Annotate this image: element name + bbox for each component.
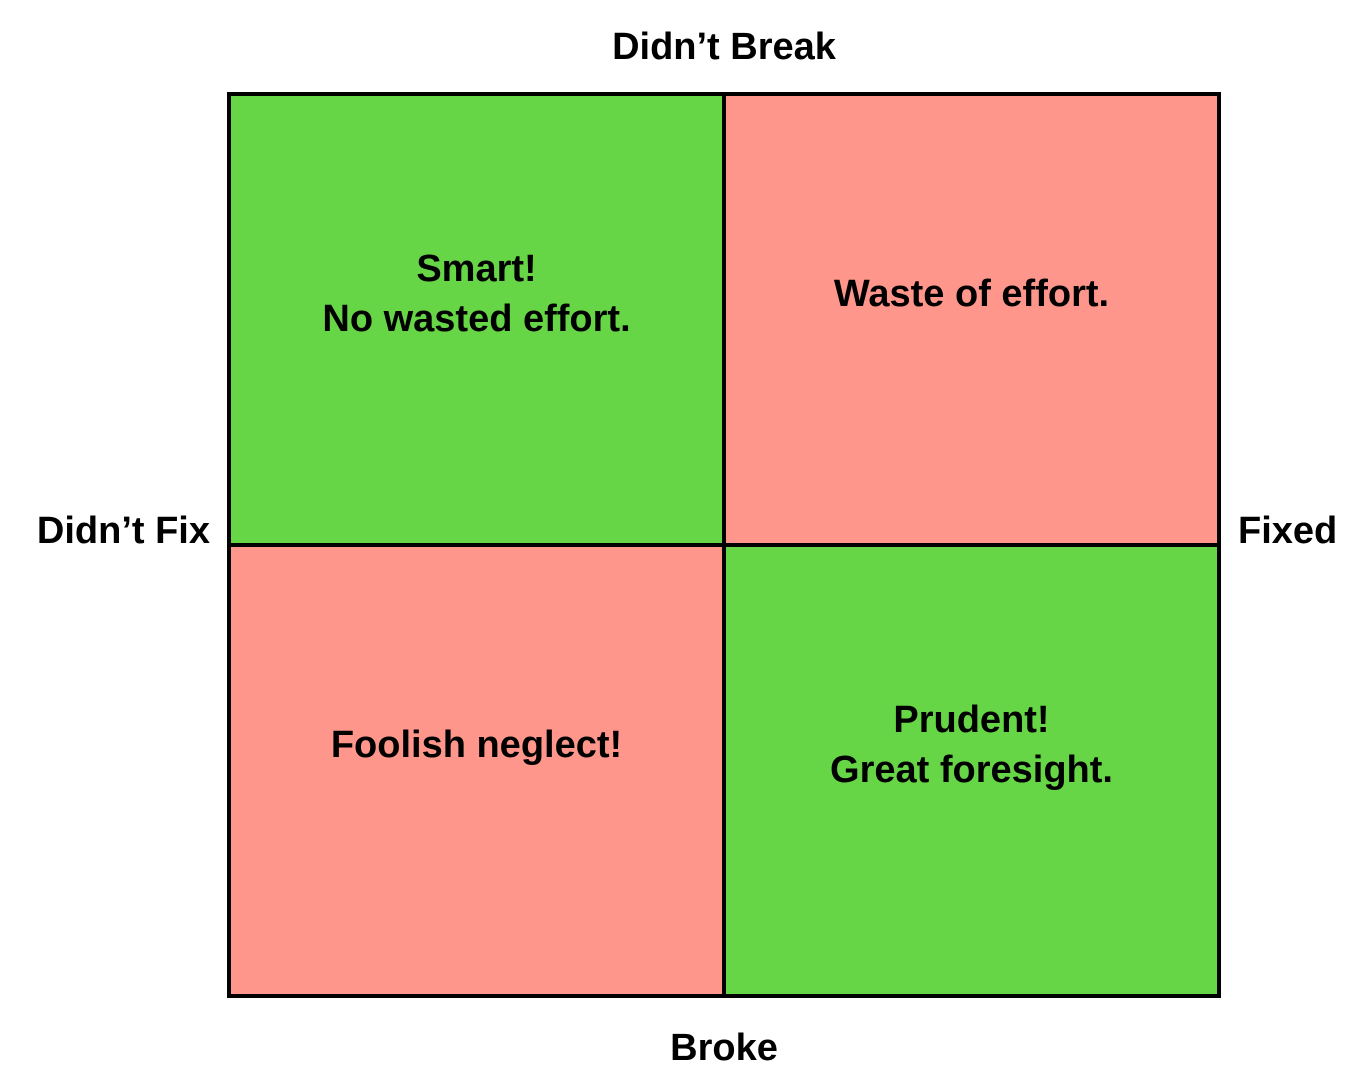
- quadrant-bottom-right-line-1: Prudent!: [893, 699, 1050, 742]
- axis-label-top: Didn’t Break: [612, 26, 836, 68]
- quadrant-top-right: Waste of effort.: [726, 96, 1217, 543]
- axis-label-bottom: Broke: [670, 1027, 778, 1069]
- quadrant-bottom-left-text: Foolish neglect!: [331, 721, 622, 770]
- axis-label-left: Didn’t Fix: [36, 510, 210, 552]
- quadrant-top-right-line-1: Waste of effort.: [833, 272, 1110, 315]
- quadrant-bottom-left: Foolish neglect!: [231, 547, 722, 994]
- quadrant-bottom-right: Prudent! Great foresight.: [726, 547, 1217, 994]
- quadrant-top-right-text: Waste of effort.: [834, 270, 1109, 319]
- quadrant-matrix: Smart! No wasted effort. Waste of effort…: [227, 92, 1221, 998]
- axis-label-right: Fixed: [1238, 510, 1338, 552]
- quadrant-top-left-line-2: No wasted effort.: [322, 297, 631, 340]
- quadrant-bottom-right-text: Prudent! Great foresight.: [830, 696, 1113, 795]
- quadrant-bottom-right-line-2: Great foresight.: [830, 748, 1113, 791]
- quadrant-top-left-text: Smart! No wasted effort.: [322, 245, 630, 344]
- quadrant-bottom-left-line-1: Foolish neglect!: [330, 723, 623, 766]
- quadrant-top-left-line-1: Smart!: [416, 248, 537, 291]
- quadrant-top-left: Smart! No wasted effort.: [231, 96, 722, 543]
